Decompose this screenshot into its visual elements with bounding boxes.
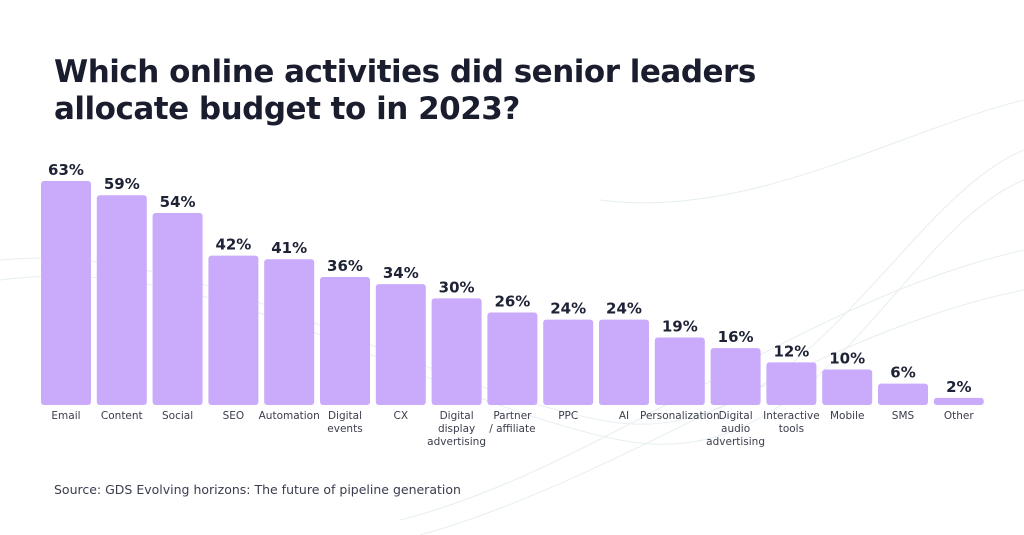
- data-label: 42%: [215, 236, 251, 254]
- category-label: Digital events: [327, 410, 362, 435]
- bar: [933, 397, 984, 405]
- category-label: Email: [51, 410, 80, 422]
- data-label: 41%: [271, 239, 307, 257]
- chart-title: Which online activities did senior leade…: [54, 54, 756, 127]
- category-label: Other: [944, 410, 974, 422]
- category-label: Mobile: [830, 410, 864, 422]
- bar: [878, 383, 928, 405]
- data-label: 2%: [946, 378, 971, 396]
- bar: [766, 362, 817, 405]
- bar: [320, 277, 370, 405]
- category-label: SEO: [223, 410, 245, 422]
- category-label: Content: [101, 410, 143, 422]
- bar: [822, 369, 873, 405]
- bar: [375, 284, 426, 405]
- data-label: 63%: [48, 161, 84, 179]
- bar: [710, 348, 761, 405]
- bar: [264, 259, 315, 405]
- bar: [599, 319, 649, 405]
- bar: [152, 213, 203, 405]
- data-label: 19%: [662, 317, 698, 335]
- data-label: 6%: [890, 364, 915, 382]
- bar: [654, 337, 705, 405]
- data-label: 26%: [494, 293, 530, 311]
- bar: [487, 312, 538, 405]
- category-label: Digital display advertising: [427, 410, 486, 448]
- source-note: Source: GDS Evolving horizons: The futur…: [54, 482, 461, 497]
- category-label: Personalization: [640, 410, 720, 422]
- data-label: 36%: [327, 257, 363, 275]
- bar: [208, 255, 259, 405]
- category-label: AI: [619, 410, 629, 422]
- data-label: 30%: [439, 278, 475, 296]
- category-label: Digital audio advertising: [706, 410, 765, 448]
- data-label: 24%: [606, 300, 642, 318]
- bar: [543, 319, 594, 405]
- category-label: Automation: [259, 410, 320, 422]
- data-label: 10%: [829, 349, 865, 367]
- data-label: 54%: [160, 193, 196, 211]
- data-label: 34%: [383, 264, 419, 282]
- bar: [96, 195, 147, 405]
- data-label: 59%: [104, 175, 140, 193]
- data-label: 12%: [773, 342, 809, 360]
- bar: [41, 181, 91, 405]
- data-label: 24%: [550, 300, 586, 318]
- category-label: PPC: [558, 410, 578, 422]
- category-label: Partner / affiliate: [489, 410, 535, 435]
- category-label: Social: [162, 410, 193, 422]
- category-label: Interactive tools: [763, 410, 820, 435]
- data-label: 16%: [718, 328, 754, 346]
- category-label: SMS: [892, 410, 915, 422]
- bar: [431, 298, 482, 405]
- category-label: CX: [394, 410, 409, 422]
